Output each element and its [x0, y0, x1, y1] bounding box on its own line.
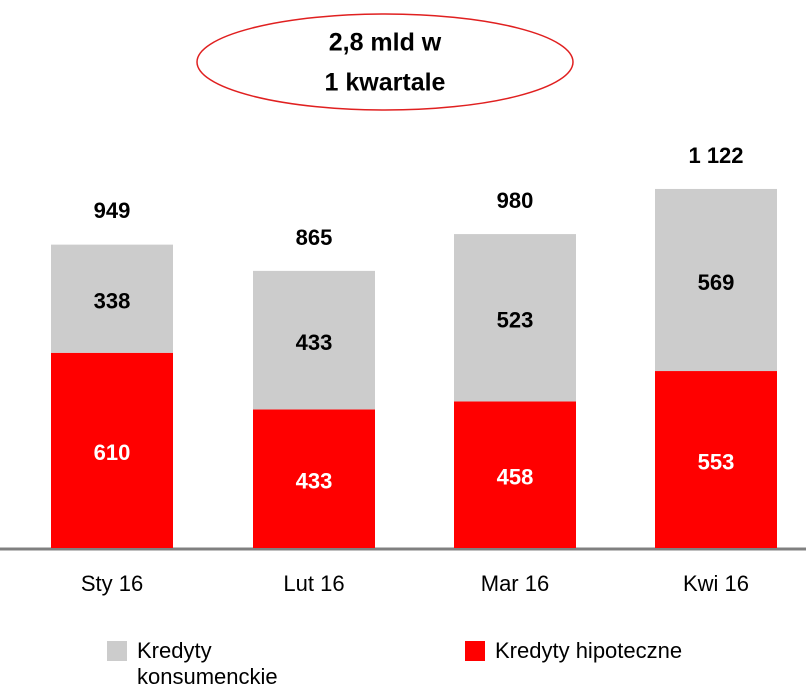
bar-segment [51, 244, 173, 353]
total-label: 980 [497, 188, 534, 213]
bar-segment [655, 188, 777, 372]
value-label: 610 [94, 440, 131, 465]
legend-label: Kredyty hipoteczne [495, 638, 683, 663]
bar-segment [454, 234, 576, 402]
bar-segment [253, 409, 375, 548]
bar-segment [454, 401, 576, 548]
value-label: 433 [296, 469, 333, 494]
x-tick-label: Mar 16 [481, 571, 549, 596]
legend-swatch [107, 641, 127, 661]
total-label: 865 [296, 225, 333, 250]
annotation: 1 kwartale [325, 69, 446, 97]
value-label: 338 [94, 289, 131, 314]
total-label: 949 [94, 198, 131, 223]
total-label: 1 122 [688, 143, 743, 168]
legend-label: Kredyty konsumenckie [137, 638, 278, 689]
bar-segment [51, 352, 173, 548]
x-tick-label: Kwi 16 [683, 571, 749, 596]
value-label: 523 [497, 308, 534, 333]
bar-segment [253, 270, 375, 410]
x-tick-label: Lut 16 [283, 571, 344, 596]
x-tick-label: Sty 16 [81, 571, 143, 596]
value-label: 433 [296, 330, 333, 355]
annotation-ellipse [196, 13, 574, 111]
legend-swatch [465, 641, 485, 661]
annotation: 2,8 mld w [329, 29, 442, 57]
bar-segment [655, 371, 777, 548]
value-label: 569 [698, 270, 735, 295]
value-label: 553 [698, 449, 735, 474]
value-label: 458 [497, 465, 534, 490]
